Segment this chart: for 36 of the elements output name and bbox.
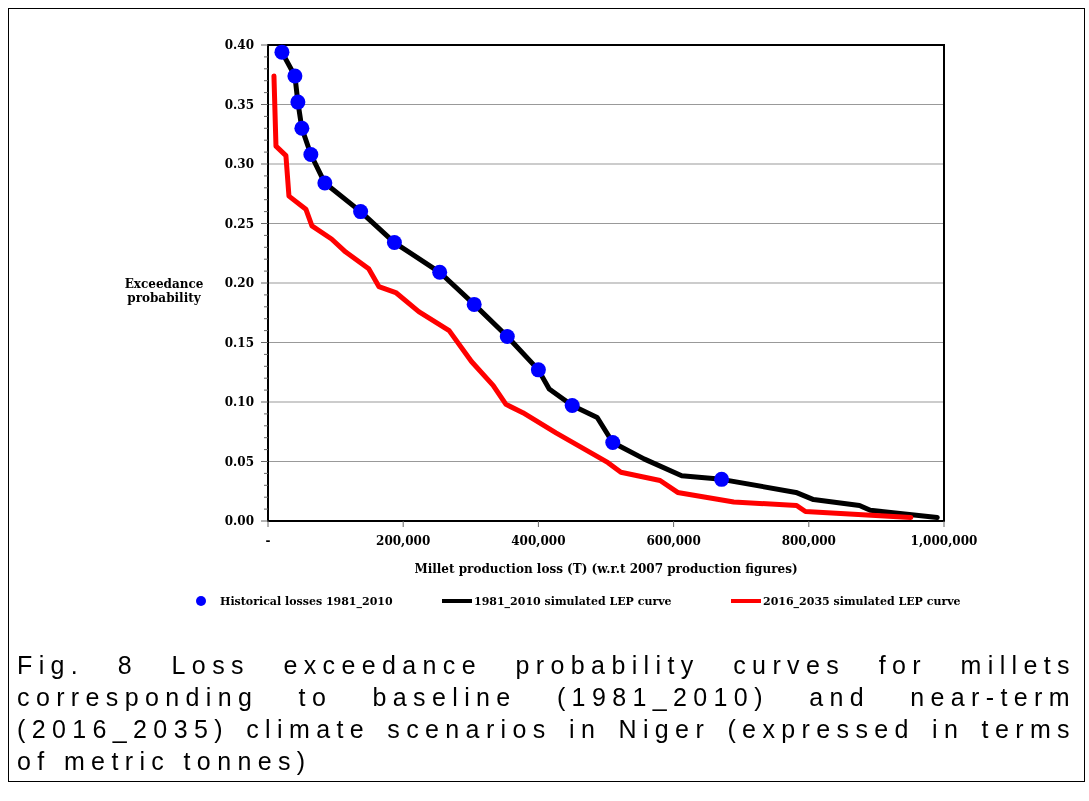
point	[564, 398, 580, 414]
point	[530, 362, 546, 378]
x-tick-label: 200,000	[376, 534, 431, 548]
x-tick-label: -	[265, 534, 271, 548]
point	[499, 329, 515, 345]
point	[290, 94, 306, 110]
caption: Fig. 8 Loss exceedance probability curves for millets corresponding to baseline (1981_2010) and near-term (2016_2035) climate scenarios in Niger (expressed in terms of metric tonnes)	[16, 650, 1077, 777]
point	[317, 175, 333, 191]
y-tick-label: 0.25	[224, 216, 254, 231]
point	[274, 44, 290, 60]
point	[466, 296, 482, 312]
point	[353, 204, 369, 220]
x-tick-label: 800,000	[781, 534, 836, 548]
y-axis-title: Exceedance probability	[124, 276, 204, 306]
point	[432, 264, 448, 280]
y-tick-label: 0.35	[224, 97, 254, 112]
y-tick-label: 0.30	[224, 157, 254, 172]
x-tick-label: 600,000	[646, 534, 701, 548]
y-tick-label: 0.20	[224, 276, 254, 291]
y-tick-label: 0.10	[224, 395, 254, 410]
y-tick-label: 0.40	[224, 38, 254, 53]
y-tick-label: 0.15	[224, 335, 254, 350]
point	[386, 235, 402, 251]
legend-label: Historical losses 1981_2010	[220, 594, 393, 609]
point	[714, 471, 730, 487]
y-tick-label: 0.00	[224, 514, 254, 529]
y-tick-label: 0.05	[224, 454, 254, 469]
legend-label: 2016_2035 simulated LEP curve	[763, 594, 961, 609]
x-tick-label: 400,000	[511, 534, 566, 548]
point	[605, 434, 621, 450]
legend-label: 1981_2010 simulated LEP curve	[474, 594, 672, 609]
point	[294, 120, 310, 136]
x-tick-label: 1,000,000	[910, 534, 978, 548]
x-axis-title: Millet production loss (T) (w.r.t 2007 production figures)	[414, 562, 798, 576]
point	[287, 68, 303, 84]
point	[303, 146, 319, 162]
